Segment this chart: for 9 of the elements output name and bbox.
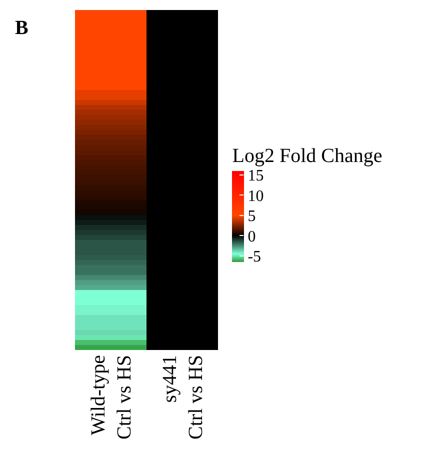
color-bar-label: 5 [248,208,256,226]
color-bar-label: -5 [248,248,262,266]
color-bar-label: 15 [248,168,264,185]
chart-title: B [15,17,28,39]
color-bar-title: Log2 Fold Change [232,144,382,167]
color-bar-label: 0 [248,228,256,246]
x-tick-label: Wild-type Ctrl vs HS [87,354,136,440]
color-bar-label: 10 [248,188,264,205]
x-tick-label: sy441 Ctrl vs HS [158,355,207,440]
